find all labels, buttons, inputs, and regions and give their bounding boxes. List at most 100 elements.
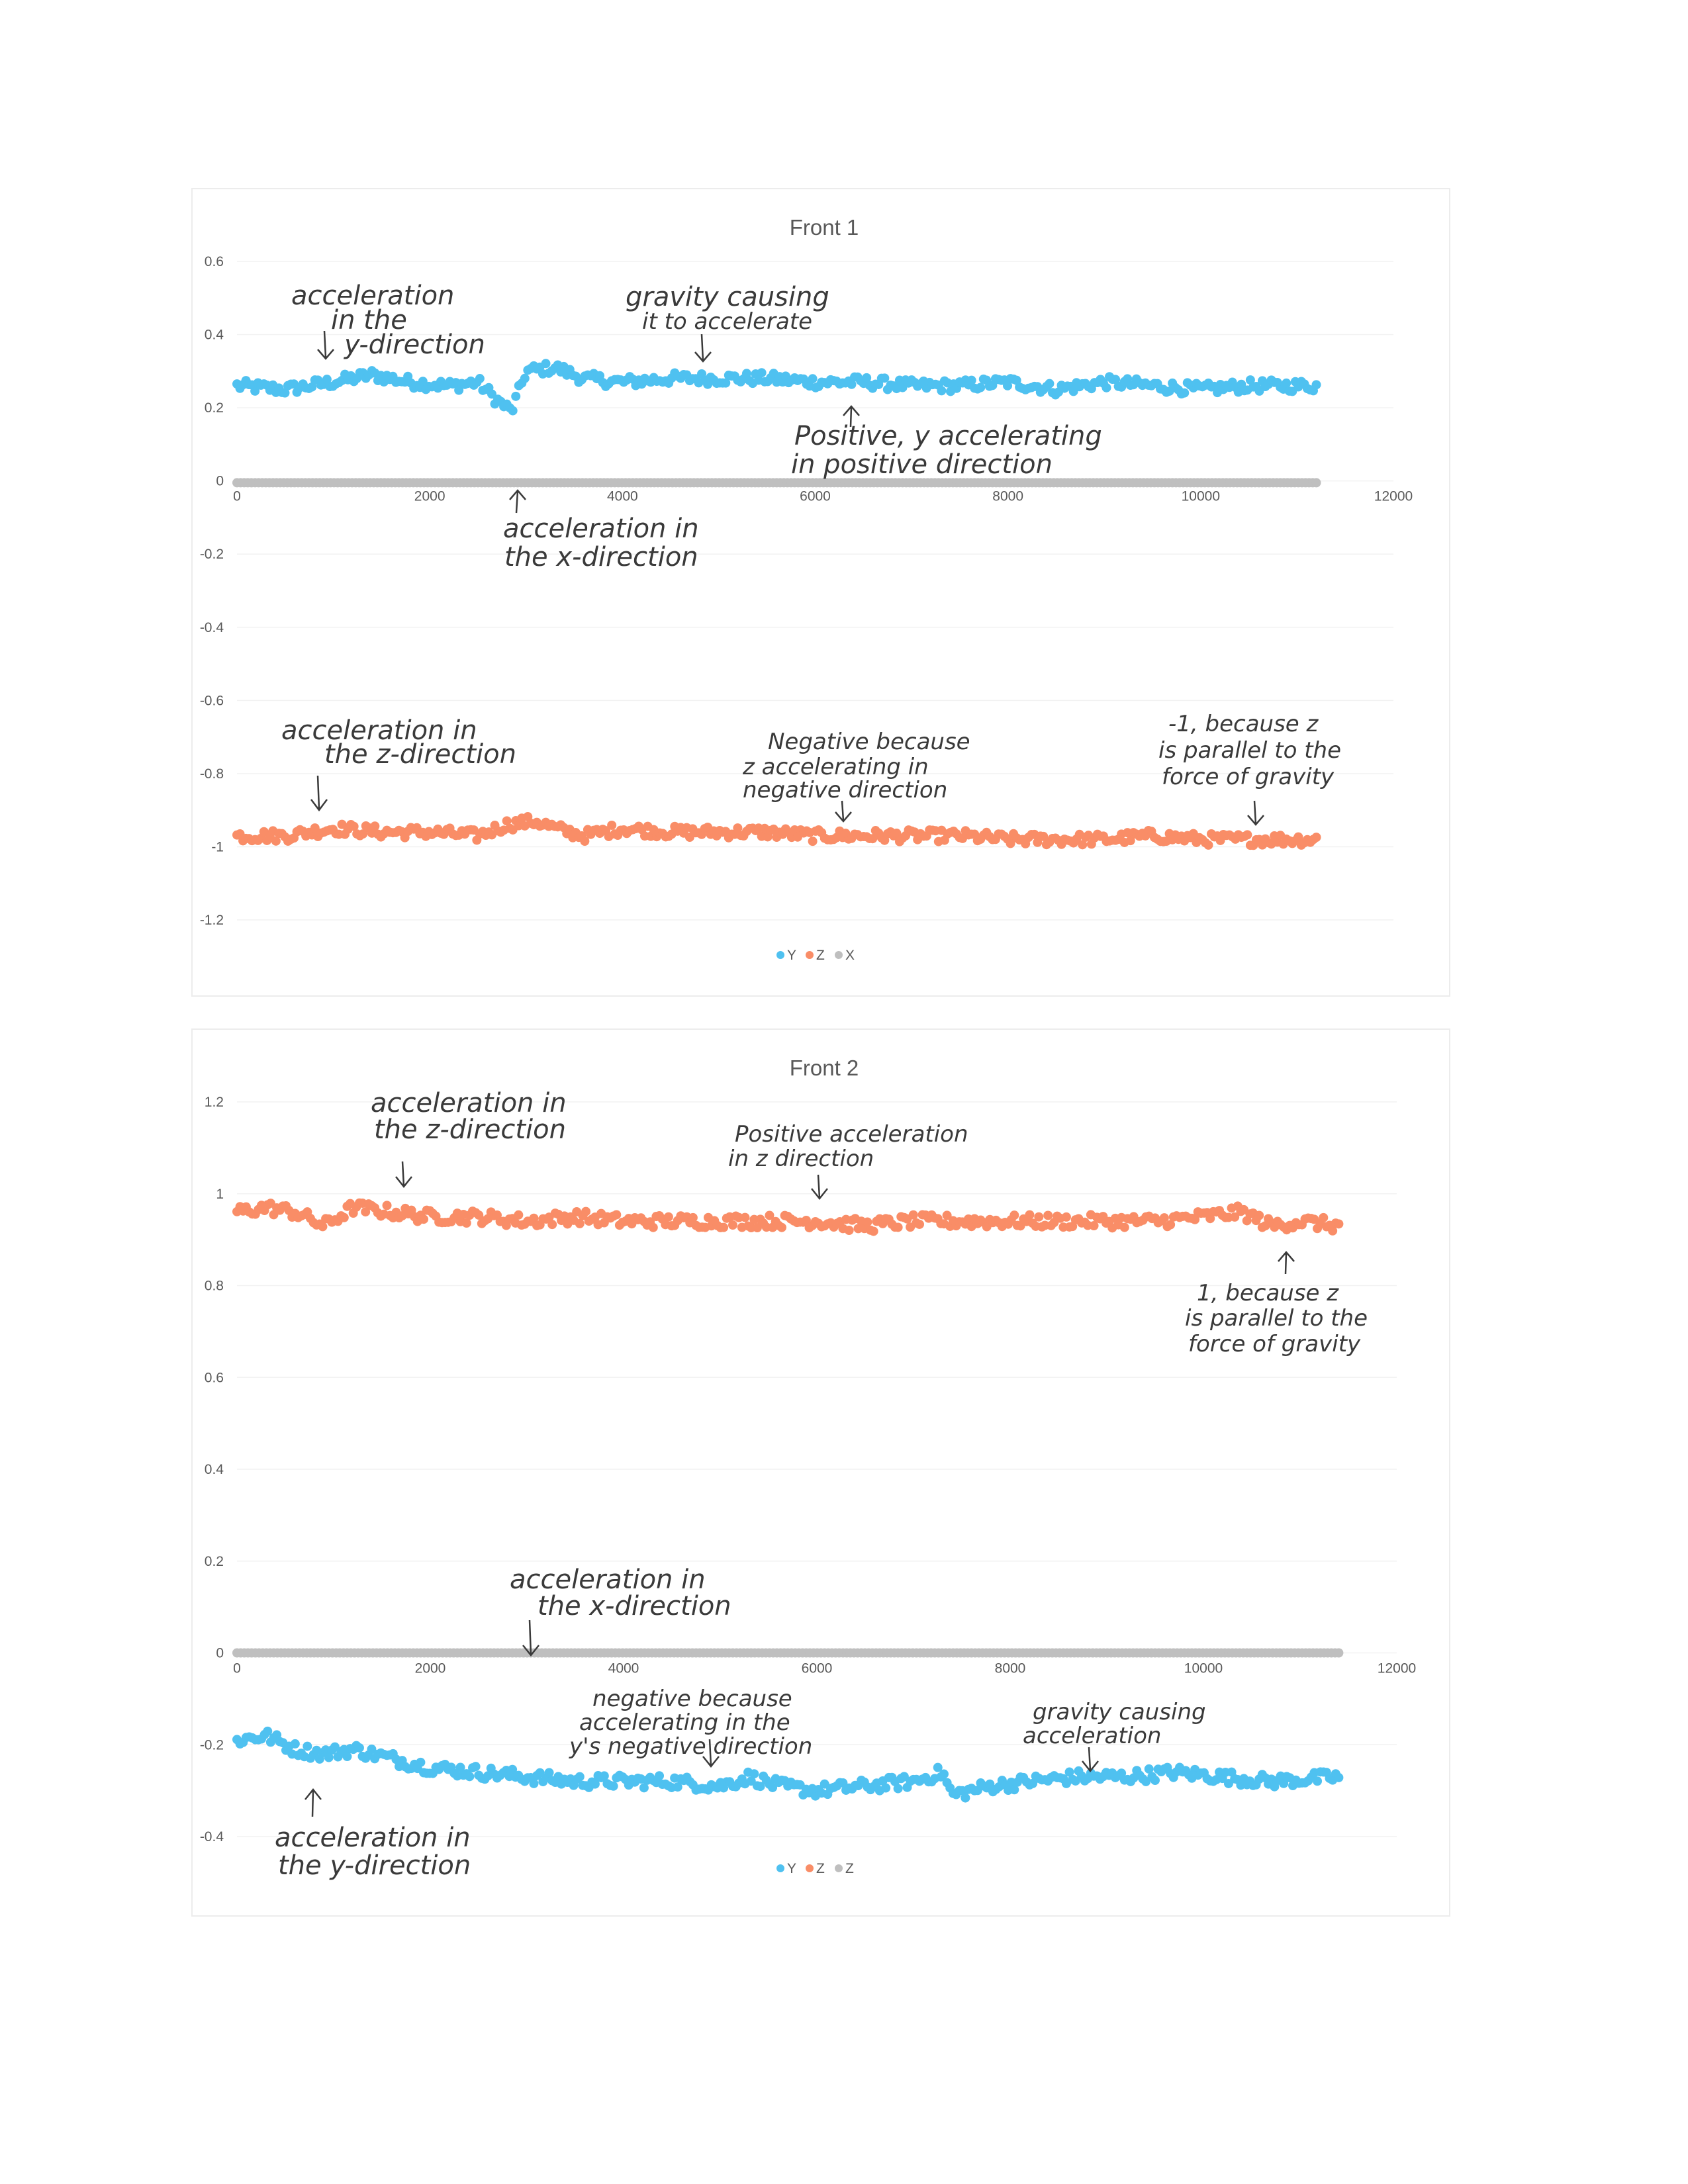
data-point — [1334, 1219, 1344, 1229]
data-point — [1078, 840, 1088, 850]
data-point — [1043, 1210, 1053, 1220]
data-point — [776, 1222, 786, 1232]
data-point — [471, 1762, 481, 1772]
annotation-gravity: gravity causing acceleration — [1023, 1699, 1206, 1773]
data-point — [529, 1778, 539, 1788]
data-point — [1293, 832, 1303, 842]
data-point — [688, 1212, 698, 1222]
annotation-arrow — [835, 800, 852, 823]
data-point — [801, 1215, 811, 1225]
annotation-line: the z-direction — [324, 739, 516, 770]
data-point — [893, 1222, 903, 1232]
data-point — [648, 1222, 658, 1232]
x-tick-label: 12000 — [1374, 489, 1413, 504]
data-point — [361, 1207, 371, 1217]
data-point — [749, 1769, 759, 1779]
y-tick-label: 1.2 — [205, 1095, 224, 1110]
data-point — [881, 1783, 891, 1793]
data-point — [1102, 383, 1111, 392]
data-point — [985, 1779, 995, 1789]
y-tick-label: -0.8 — [200, 766, 224, 782]
annotation-arrow — [509, 489, 526, 514]
annotation-arrow — [305, 1788, 322, 1817]
annotation-minus-one: -1, because z is parallel to the force o… — [1158, 711, 1341, 826]
data-point — [358, 829, 368, 839]
x-tick-label: 4000 — [608, 1661, 639, 1676]
data-point — [465, 1772, 475, 1782]
data-point — [808, 374, 818, 384]
data-point — [1028, 1778, 1038, 1788]
legend-label: Z — [816, 1861, 825, 1876]
data-point — [461, 1218, 471, 1228]
annotation-line: negative direction — [743, 777, 947, 803]
x-axis-ticks: 0 2000 4000 6000 8000 10000 12000 — [233, 1661, 1416, 1676]
data-point — [937, 386, 947, 396]
annotation-arrow — [1278, 1251, 1295, 1275]
data-point — [673, 1782, 682, 1792]
legend-marker — [835, 1864, 843, 1872]
data-point — [942, 1210, 952, 1220]
y-tick-label: 0 — [216, 474, 224, 489]
annotation-line: -1, because z — [1168, 711, 1319, 737]
data-point — [1203, 840, 1213, 850]
x-tick-label: 2000 — [414, 489, 445, 504]
data-point — [740, 1212, 750, 1222]
annotation-negative-z: Negative because z accelerating in negat… — [742, 729, 970, 823]
annotation-arrow — [310, 775, 328, 812]
data-point — [768, 1782, 778, 1792]
data-point — [663, 1212, 673, 1222]
data-point — [719, 1222, 729, 1232]
chart-front-2: Front 2 -0.4 -0.2 0 0.2 0.4 0.6 0.8 1 1.2 0 2000 4… — [191, 1028, 1450, 1917]
data-point — [755, 1782, 765, 1792]
annotation-line: acceleration in — [275, 1823, 471, 1853]
data-point — [508, 1764, 518, 1774]
series-z — [232, 812, 1321, 850]
annotation-line: it to accelerate — [642, 308, 812, 335]
chart-front-1: Front 1 -1.2 -1 -0.8 -0.6 -0.4 -0.2 0 0.2 0.4 0.6… — [191, 188, 1450, 997]
annotation-line: the z-direction — [374, 1115, 566, 1145]
legend-label: Z — [845, 1861, 854, 1876]
legend-marker — [776, 951, 784, 959]
annotation-line: acceleration in — [281, 715, 477, 746]
data-point — [1039, 831, 1049, 841]
data-point — [280, 388, 290, 398]
annotation-one: 1, because z is parallel to the force of… — [1185, 1251, 1368, 1357]
data-point — [727, 1220, 737, 1230]
x-tick-label: 6000 — [800, 489, 831, 504]
data-point — [541, 359, 551, 369]
data-point — [1111, 375, 1121, 385]
data-point — [290, 1739, 300, 1749]
data-point — [908, 1210, 918, 1220]
series-x — [232, 1648, 1344, 1658]
x-tick-label: 8000 — [992, 489, 1023, 504]
annotation-line: the y-direction — [278, 1850, 471, 1881]
data-point — [808, 837, 818, 846]
annotation-x-direction: acceleration in the x-direction — [510, 1565, 731, 1657]
annotation-arrow — [522, 1619, 539, 1657]
y-tick-label: 0.4 — [205, 328, 224, 343]
x-tick-label: 4000 — [607, 489, 638, 504]
data-point — [1006, 839, 1015, 848]
data-point — [868, 834, 878, 844]
data-point — [1190, 1214, 1200, 1224]
data-point — [250, 386, 260, 396]
data-point — [514, 1210, 524, 1220]
annotation-line: Positive, y accelerating — [794, 421, 1102, 451]
x-tick-label: 0 — [233, 1661, 241, 1676]
data-point — [915, 1219, 925, 1229]
data-point — [1034, 1212, 1044, 1222]
data-point — [1282, 378, 1291, 388]
annotation-line: the x-direction — [538, 1591, 731, 1621]
data-point — [575, 1772, 585, 1782]
series-y — [232, 1726, 1344, 1803]
data-point — [520, 373, 530, 383]
series-z — [232, 1198, 1344, 1236]
data-point — [1119, 1222, 1129, 1232]
annotation-arrow — [702, 1739, 720, 1768]
annotation-line: gravity causing — [626, 282, 829, 312]
data-point — [322, 375, 332, 385]
annotation-arrow — [1082, 1747, 1099, 1773]
series-layer — [232, 1198, 1344, 1803]
